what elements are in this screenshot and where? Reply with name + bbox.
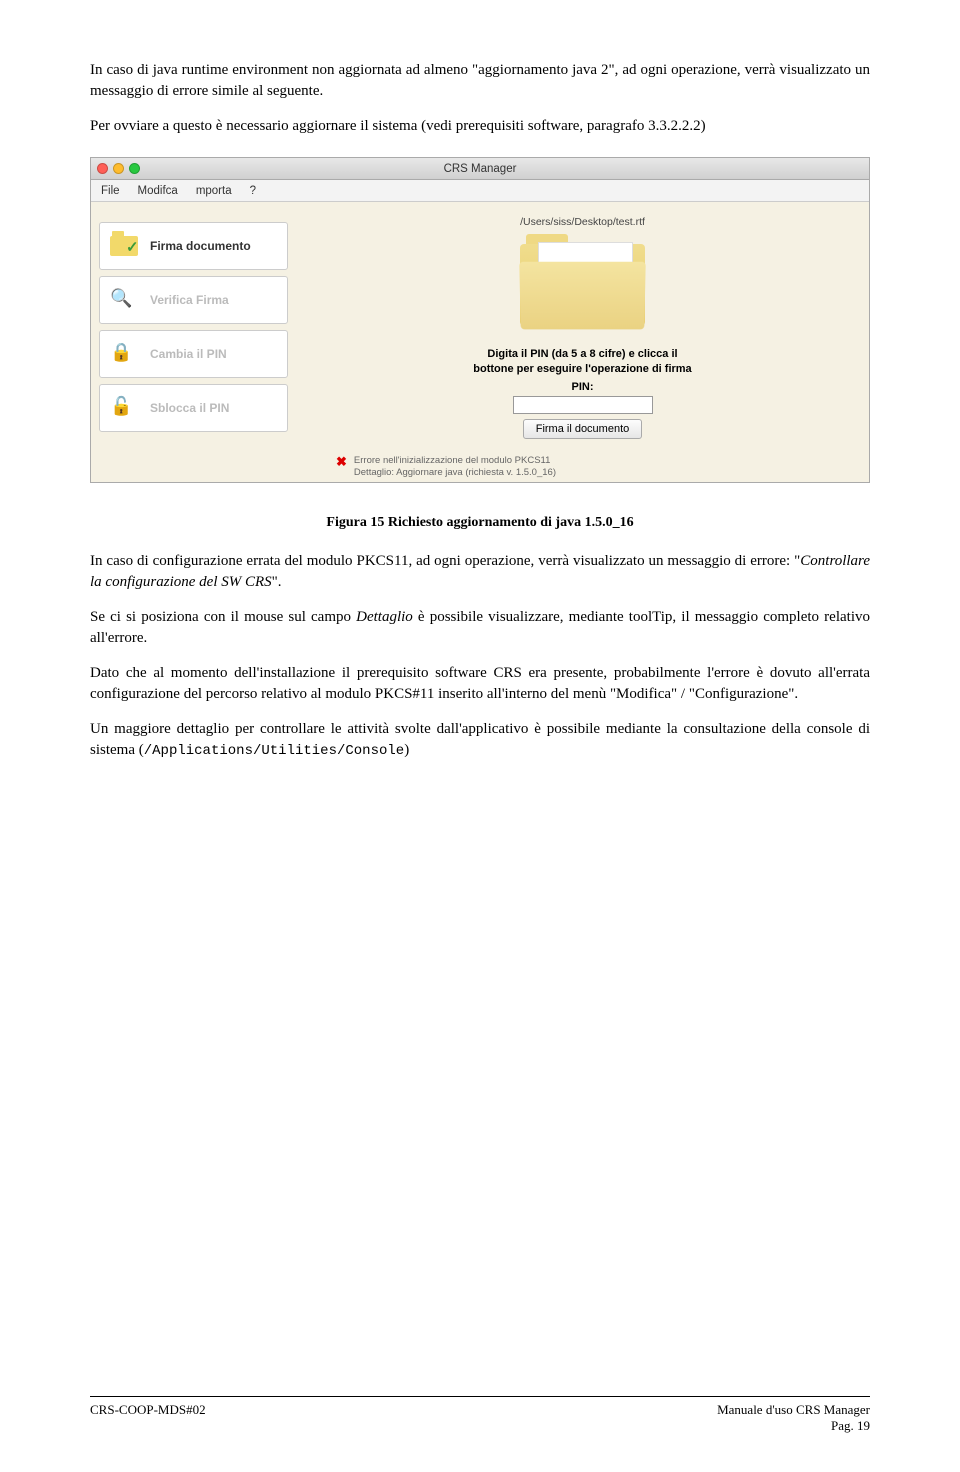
app-body: ✓ Firma documento 🔍 Verifica Firma 🔒 Cam… bbox=[91, 202, 869, 482]
body-paragraph-6: Un maggiore dettaglio per controllare le… bbox=[90, 719, 870, 762]
unlock-icon: 🔓 bbox=[110, 396, 140, 420]
body-paragraph-4: Se ci si posiziona con il mouse sul camp… bbox=[90, 607, 870, 649]
menu-importa[interactable]: mporta bbox=[196, 185, 232, 197]
error-line-1: Errore nell'inizializzazione del modulo … bbox=[354, 455, 556, 467]
firma-documento-button[interactable]: Firma il documento bbox=[523, 419, 643, 439]
window-controls bbox=[97, 163, 140, 174]
titlebar: CRS Manager bbox=[91, 158, 869, 180]
error-message: ✖ Errore nell'inizializzazione del modul… bbox=[336, 455, 839, 480]
sidebar-item-label: Verifica Firma bbox=[150, 293, 229, 307]
file-path: /Users/siss/Desktop/test.rtf bbox=[326, 216, 839, 228]
pin-label: PIN: bbox=[326, 381, 839, 393]
lock-icon: 🔒 bbox=[110, 342, 140, 366]
sidebar-firma-documento[interactable]: ✓ Firma documento bbox=[99, 222, 288, 270]
menu-file[interactable]: File bbox=[101, 185, 120, 197]
page-footer: CRS-COOP-MDS#02 Manuale d'uso CRS Manage… bbox=[90, 1396, 870, 1434]
sidebar-cambia-pin[interactable]: 🔒 Cambia il PIN bbox=[99, 330, 288, 378]
intro-paragraph-1: In caso di java runtime environment non … bbox=[90, 60, 870, 102]
sidebar-sblocca-pin[interactable]: 🔓 Sblocca il PIN bbox=[99, 384, 288, 432]
footer-doc-id: CRS-COOP-MDS#02 bbox=[90, 1402, 206, 1434]
footer-manual-title: Manuale d'uso CRS Manager bbox=[717, 1402, 870, 1418]
menubar: File Modifca mporta ? bbox=[91, 180, 869, 202]
pin-input[interactable] bbox=[513, 396, 653, 414]
menu-modifica[interactable]: Modifca bbox=[138, 185, 178, 197]
folder-check-icon: ✓ bbox=[110, 234, 140, 258]
main-area: /Users/siss/Desktop/test.rtf Digita il P… bbox=[296, 202, 869, 482]
intro-paragraph-2: Per ovviare a questo è necessario aggior… bbox=[90, 116, 870, 137]
window-title: CRS Manager bbox=[444, 163, 517, 175]
error-x-icon: ✖ bbox=[336, 455, 347, 468]
sidebar-item-label: Cambia il PIN bbox=[150, 347, 227, 361]
error-line-2: Dettaglio: Aggiornare java (richiesta v.… bbox=[354, 467, 556, 479]
sidebar-item-label: Firma documento bbox=[150, 239, 251, 253]
minimize-icon[interactable] bbox=[113, 163, 124, 174]
figure-caption: Figura 15 Richiesto aggiornamento di jav… bbox=[90, 515, 870, 531]
pin-prompt: Digita il PIN (da 5 a 8 cifre) e clicca … bbox=[326, 347, 839, 378]
magnifier-icon: 🔍 bbox=[110, 288, 140, 312]
menu-help[interactable]: ? bbox=[250, 185, 256, 197]
body-paragraph-5: Dato che al momento dell'installazione i… bbox=[90, 663, 870, 705]
app-window: CRS Manager File Modifca mporta ? ✓ Firm… bbox=[90, 157, 870, 483]
footer-page-number: Pag. 19 bbox=[717, 1418, 870, 1434]
body-paragraph-3: In caso di configurazione errata del mod… bbox=[90, 551, 870, 593]
zoom-icon[interactable] bbox=[129, 163, 140, 174]
sidebar-item-label: Sblocca il PIN bbox=[150, 401, 229, 415]
sidebar-verifica-firma[interactable]: 🔍 Verifica Firma bbox=[99, 276, 288, 324]
folder-document-icon bbox=[518, 234, 648, 329]
sidebar: ✓ Firma documento 🔍 Verifica Firma 🔒 Cam… bbox=[91, 202, 296, 482]
close-icon[interactable] bbox=[97, 163, 108, 174]
